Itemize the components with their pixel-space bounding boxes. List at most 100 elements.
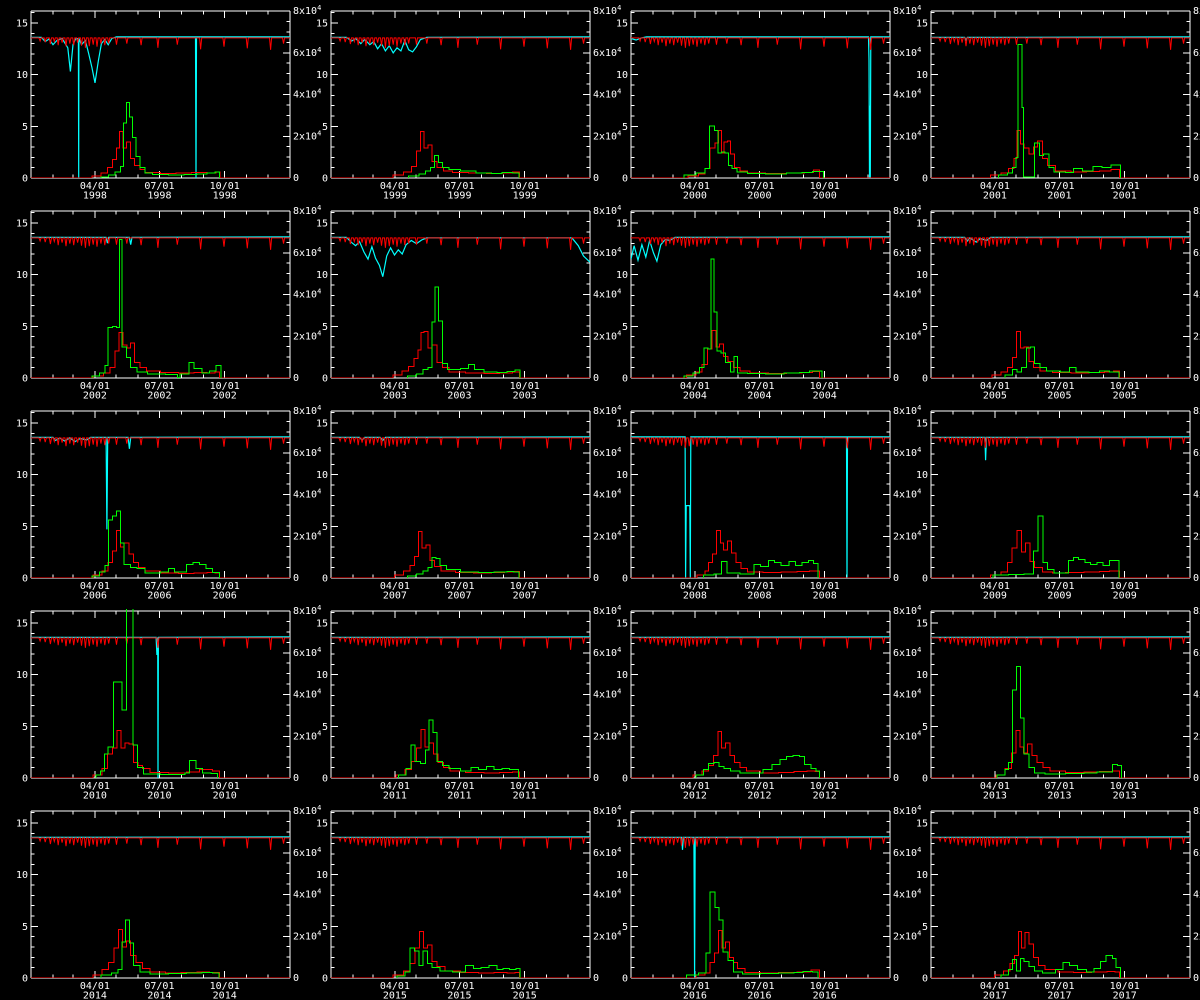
left-tick-label: 0 <box>22 174 28 185</box>
cyan-monitor-line <box>631 236 890 264</box>
left-tick-label: 5 <box>322 122 328 133</box>
green-histogram <box>397 719 519 778</box>
year-label: 2005 <box>1047 391 1071 402</box>
year-label: 2003 <box>383 391 407 402</box>
year-label: 2001 <box>1113 191 1137 202</box>
red-monitor-line <box>931 437 1190 450</box>
left-tick-label: 15 <box>316 18 328 29</box>
plot-area-2009: 05101502x1044x1046x1048x10404/01200907/0… <box>916 404 1200 602</box>
red-monitor-line <box>331 237 590 250</box>
right-tick-label: 6x104 <box>1193 246 1200 259</box>
left-tick-label: 0 <box>622 374 628 385</box>
year-label: 2011 <box>447 791 471 802</box>
cyan-monitor-line <box>31 836 290 838</box>
right-tick-label: 8x104 <box>893 404 921 417</box>
right-tick-label: 0 <box>593 373 599 384</box>
red-histogram <box>631 930 890 978</box>
year-label: 2016 <box>683 991 707 1000</box>
right-tick-label: 8x104 <box>593 204 621 217</box>
right-tick-label: 0 <box>293 573 299 584</box>
left-tick-label: 0 <box>922 574 928 585</box>
year-label: 2004 <box>747 391 771 402</box>
x-tick-label: 04/01 <box>980 981 1010 992</box>
left-tick-label: 5 <box>322 922 328 933</box>
cyan-monitor-line <box>331 636 590 638</box>
x-tick-label: 10/01 <box>810 381 840 392</box>
x-tick-label: 04/01 <box>980 781 1010 792</box>
x-tick-label: 07/01 <box>144 781 174 792</box>
right-tick-label: 8x104 <box>293 204 321 217</box>
left-tick-label: 0 <box>622 774 628 785</box>
plot-area-2017: 05101502x1044x1046x1048x10404/01201707/0… <box>916 804 1200 1000</box>
cyan-monitor-line <box>931 36 1190 42</box>
panel-2012: 05101502x1044x1046x1048x10404/01201207/0… <box>616 604 921 802</box>
panel-2013: 05101502x1044x1046x1048x10404/01201307/0… <box>916 604 1200 802</box>
year-label: 2006 <box>147 591 171 602</box>
panel-2002: 05101502x1044x1046x1048x10404/01200207/0… <box>16 204 321 402</box>
green-histogram <box>100 919 220 978</box>
red-monitor-line <box>631 637 890 650</box>
right-tick-label: 0 <box>1193 773 1199 784</box>
plot-area-2007: 05101502x1044x1046x1048x10404/01200707/0… <box>316 404 621 602</box>
right-tick-label: 8x104 <box>1193 404 1200 417</box>
year-label: 2009 <box>1047 591 1071 602</box>
year-label: 2003 <box>513 391 537 402</box>
x-tick-label: 04/01 <box>980 181 1010 192</box>
year-label: 2010 <box>147 791 171 802</box>
right-tick-label: 0 <box>893 773 899 784</box>
left-tick-label: 15 <box>616 418 628 429</box>
cyan-monitor-line <box>331 36 590 55</box>
red-monitor-line <box>631 37 890 50</box>
x-tick-label: 07/01 <box>1044 981 1074 992</box>
red-histogram <box>31 928 290 978</box>
year-label: 2000 <box>813 191 837 202</box>
red-histogram <box>931 730 1190 778</box>
right-tick-label: 4x104 <box>1193 88 1200 101</box>
left-tick-label: 5 <box>322 722 328 733</box>
right-tick-label: 8x104 <box>593 604 621 617</box>
green-histogram <box>406 556 520 578</box>
year-label: 2015 <box>383 991 407 1000</box>
left-tick-label: 5 <box>922 122 928 133</box>
x-tick-label: 07/01 <box>744 781 774 792</box>
x-tick-label: 10/01 <box>810 981 840 992</box>
right-tick-label: 4x104 <box>893 288 921 301</box>
right-tick-label: 8x104 <box>593 804 621 817</box>
panel-2008: 05101502x1044x1046x1048x10404/01200807/0… <box>616 404 921 602</box>
right-tick-label: 4x104 <box>1193 888 1200 901</box>
right-tick-label: 8x104 <box>1193 804 1200 817</box>
green-histogram <box>992 515 1120 578</box>
left-tick-label: 0 <box>322 174 328 185</box>
right-tick-label: 6x104 <box>893 846 921 859</box>
red-histogram <box>931 931 1190 978</box>
right-tick-label: 2x104 <box>1193 529 1200 542</box>
year-label: 1998 <box>147 191 171 202</box>
panel-2017: 05101502x1044x1046x1048x10404/01201707/0… <box>916 804 1200 1000</box>
left-tick-label: 0 <box>22 374 28 385</box>
right-tick-label: 6x104 <box>593 446 621 459</box>
plot-area-2002: 05101502x1044x1046x1048x10404/01200207/0… <box>16 204 321 402</box>
right-tick-label: 8x104 <box>893 804 921 817</box>
plot-area-2011: 05101502x1044x1046x1048x10404/01201107/0… <box>316 604 621 802</box>
right-tick-label: 0 <box>293 373 299 384</box>
year-label: 2005 <box>983 391 1007 402</box>
panel-2004: 05101502x1044x1046x1048x10404/01200407/0… <box>616 204 921 402</box>
panel-2015: 05101502x1044x1046x1048x10404/01201507/0… <box>316 804 621 1000</box>
green-histogram <box>996 665 1122 778</box>
x-tick-label: 07/01 <box>444 781 474 792</box>
year-label: 2010 <box>213 791 237 802</box>
year-label: 2012 <box>813 791 837 802</box>
cyan-monitor-line <box>631 36 890 178</box>
left-tick-label: 0 <box>22 574 28 585</box>
x-tick-label: 04/01 <box>80 381 110 392</box>
red-monitor-line <box>631 437 890 450</box>
left-tick-label: 0 <box>322 574 328 585</box>
panel-2009: 05101502x1044x1046x1048x10404/01200907/0… <box>916 404 1200 602</box>
x-tick-label: 10/01 <box>510 781 540 792</box>
left-tick-label: 5 <box>622 322 628 333</box>
cyan-monitor-line <box>931 836 1190 838</box>
right-tick-label: 0 <box>893 573 899 584</box>
left-tick-label: 10 <box>916 70 928 81</box>
x-tick-label: 07/01 <box>1044 381 1074 392</box>
plot-area-2016: 05101502x1044x1046x1048x10404/01201607/0… <box>616 804 921 1000</box>
